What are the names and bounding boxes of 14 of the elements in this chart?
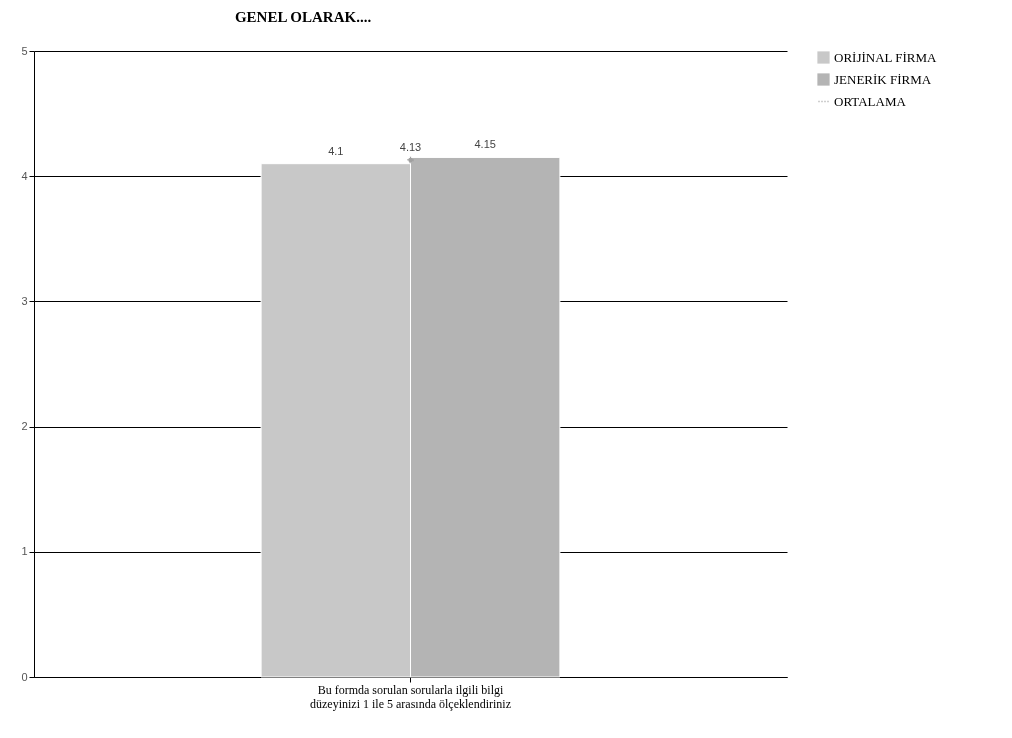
y-tick-label: 1 [21,545,28,558]
data-label: 4.15 [474,138,496,151]
y-tick-label: 4 [21,169,28,182]
legend-label: ORİJİNAL FİRMA [834,49,938,65]
x-tick-label: Bu formda sorulan sorularla ilgili bilgi düzeyinizi 1 ile 5 arasında ölçeklendiriniz [310,682,511,711]
y-tick-label: 5 [21,44,28,57]
y-tick-label: 3 [21,294,28,307]
legend-label: ORTALAMA [834,93,907,109]
data-label: 4.13 [399,140,422,153]
chart-title: GENEL OLARAK.... [234,9,372,25]
y-tick-label: 2 [21,420,28,433]
y-tick-label: 0 [21,670,28,683]
legend-label: JENERİK FİRMA [834,71,932,87]
data-label: 4.1 [328,144,344,157]
